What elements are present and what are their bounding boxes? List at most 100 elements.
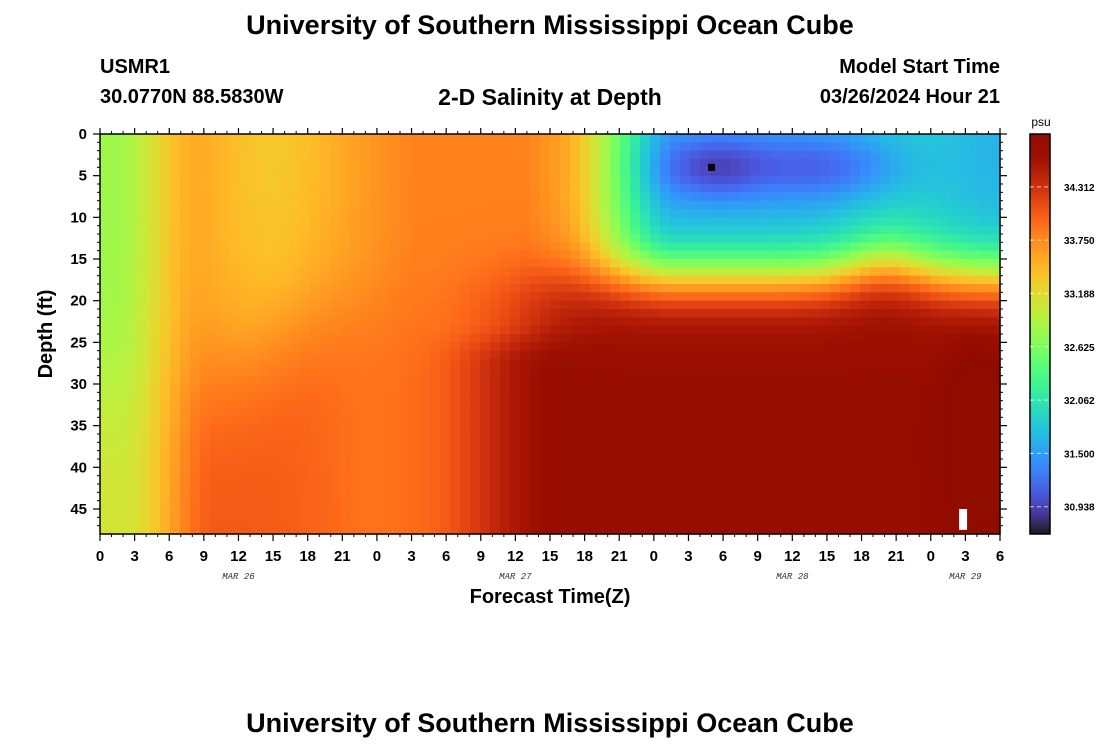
heatmap-cell: [640, 475, 651, 485]
heatmap-cell: [310, 467, 321, 477]
heatmap-cell: [710, 234, 721, 243]
heatmap-cell: [770, 509, 781, 518]
heatmap-cell: [270, 242, 281, 252]
heatmap-cell: [880, 384, 891, 393]
heatmap-cell: [220, 392, 231, 402]
heatmap-cell: [170, 142, 181, 152]
heatmap-cell: [180, 217, 191, 227]
heatmap-cell: [160, 367, 171, 377]
heatmap-cell: [360, 425, 371, 435]
heatmap-cell: [550, 384, 561, 393]
heatmap-cell: [200, 525, 211, 535]
heatmap-cell: [140, 475, 151, 485]
heatmap-cell: [620, 434, 631, 443]
heatmap-cell: [180, 309, 191, 318]
heatmap-cell: [700, 425, 711, 435]
heatmap-cell: [780, 192, 791, 202]
heatmap-cell: [710, 259, 721, 268]
heatmap-cell: [270, 292, 281, 302]
heatmap-cell: [360, 300, 371, 310]
heatmap-cell: [440, 450, 451, 460]
heatmap-cell: [130, 309, 141, 318]
heatmap-cell: [770, 150, 781, 160]
heatmap-cell: [150, 417, 161, 427]
heatmap-cell: [250, 150, 261, 160]
heatmap-cell: [970, 225, 981, 235]
heatmap-cell: [270, 217, 281, 227]
heatmap-cell: [940, 442, 951, 452]
heatmap-cell: [290, 350, 301, 360]
heatmap-cell: [680, 209, 691, 218]
heatmap-cell: [730, 292, 741, 302]
heatmap-cell: [530, 134, 541, 143]
heatmap-cell: [350, 375, 361, 385]
heatmap-cell: [830, 150, 841, 160]
heatmap-cell: [740, 325, 751, 335]
heatmap-cell: [750, 425, 761, 435]
heatmap-cell: [360, 484, 371, 493]
heatmap-cell: [640, 192, 651, 202]
heatmap-cell: [130, 300, 141, 310]
heatmap-cell: [770, 500, 781, 510]
heatmap-cell: [880, 359, 891, 368]
heatmap-cell: [260, 325, 271, 335]
x-tick-label: 6: [719, 548, 727, 565]
heatmap-cell: [980, 492, 991, 502]
heatmap-cell: [820, 409, 831, 418]
heatmap-cell: [520, 342, 531, 352]
heatmap-cell: [150, 467, 161, 477]
heatmap-cell: [820, 525, 831, 535]
heatmap-cell: [810, 425, 821, 435]
heatmap-cell: [590, 217, 601, 227]
heatmap-cell: [330, 134, 341, 143]
heatmap-cell: [920, 309, 931, 318]
heatmap-cell: [210, 159, 221, 168]
heatmap-cell: [190, 309, 201, 318]
heatmap-cell: [840, 184, 851, 193]
heatmap-cell: [450, 167, 461, 177]
heatmap-cell: [860, 200, 871, 210]
heatmap-cell: [620, 417, 631, 427]
heatmap-cell: [340, 209, 351, 218]
heatmap-cell: [600, 334, 611, 343]
heatmap-cell: [910, 175, 921, 185]
heatmap-cell: [960, 475, 971, 485]
heatmap-cell: [450, 417, 461, 427]
heatmap-cell: [390, 334, 401, 343]
heatmap-cell: [160, 184, 171, 193]
heatmap-cell: [810, 525, 821, 535]
heatmap-cell: [220, 184, 231, 193]
heatmap-cell: [470, 525, 481, 535]
heatmap-cell: [830, 317, 841, 327]
heatmap-cell: [250, 525, 261, 535]
heatmap-cell: [320, 334, 331, 343]
heatmap-cell: [890, 250, 901, 260]
heatmap-cell: [240, 509, 251, 518]
heatmap-cell: [610, 517, 621, 527]
x-tick-label: 6: [996, 548, 1004, 565]
heatmap-cell: [660, 309, 671, 318]
heatmap-cell: [790, 459, 801, 468]
heatmap-cell: [640, 484, 651, 493]
heatmap-cell: [430, 442, 441, 452]
heatmap-cell: [940, 284, 951, 293]
heatmap-cell: [810, 484, 821, 493]
heatmap-cell: [200, 400, 211, 410]
heatmap-cell: [610, 400, 621, 410]
heatmap-cell: [730, 192, 741, 202]
heatmap-cell: [890, 492, 901, 502]
heatmap-cell: [710, 517, 721, 527]
heatmap-cell: [680, 417, 691, 427]
heatmap-cell: [750, 459, 761, 468]
heatmap-cell: [390, 392, 401, 402]
heatmap-cell: [240, 467, 251, 477]
heatmap-cell: [600, 284, 611, 293]
heatmap-cell: [830, 159, 841, 168]
heatmap-cell: [220, 142, 231, 152]
heatmap-cell: [450, 150, 461, 160]
heatmap-cell: [620, 450, 631, 460]
heatmap-cell: [600, 509, 611, 518]
heatmap-cell: [380, 175, 391, 185]
heatmap-cell: [870, 234, 881, 243]
heatmap-cell: [210, 525, 221, 535]
